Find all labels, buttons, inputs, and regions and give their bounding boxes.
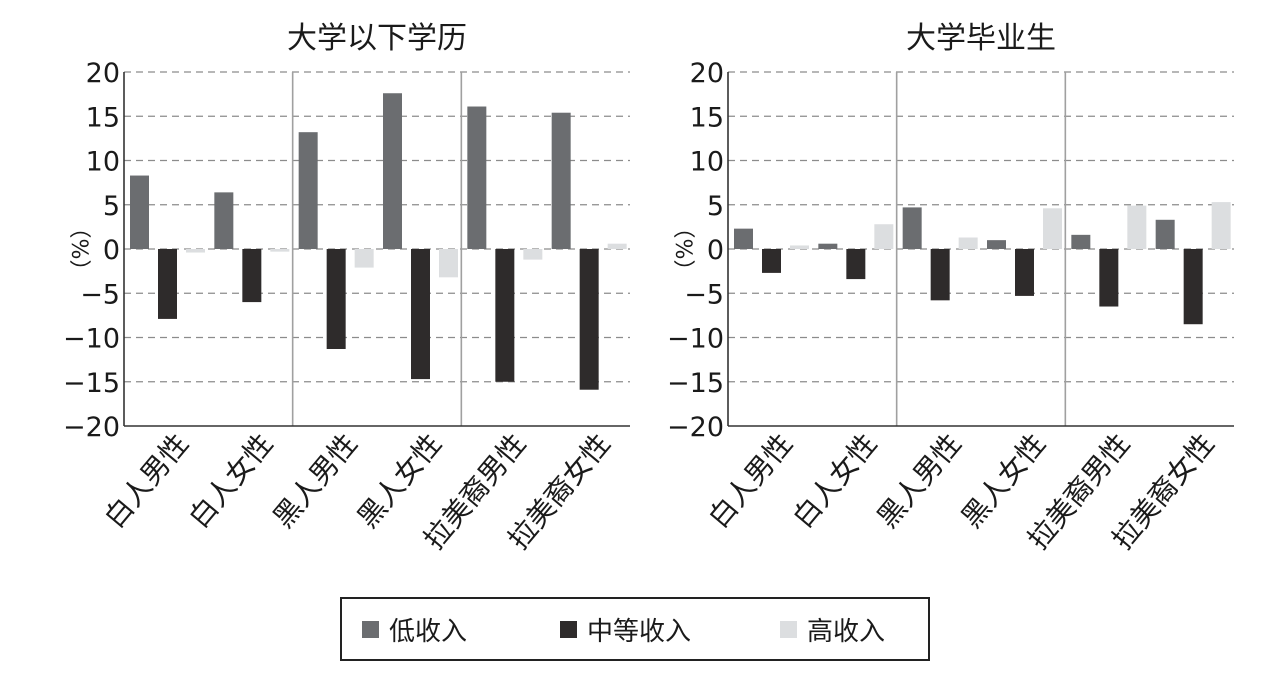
right-panel-bar xyxy=(1043,208,1062,249)
right-panel-category-label: 黑人男性 xyxy=(871,427,968,534)
right-panel-bar xyxy=(1099,249,1119,307)
left-panel-bar xyxy=(186,249,205,253)
right-panel-category-label: 白人男性 xyxy=(702,427,799,534)
left-panel-ytick-label: 0 xyxy=(103,235,120,266)
right-panel-bar xyxy=(790,245,809,249)
right-panel-bar xyxy=(902,207,922,249)
right-panel-ytick-label: 20 xyxy=(690,58,724,89)
left-panel: 大学以下学历 20 15 10 5 0 −5 −10 −15 −20 （%） 白人男性白人女性黑人男性… xyxy=(63,21,630,556)
left-panel-bar xyxy=(467,106,487,249)
legend: 低收入 中等收入 高收入 xyxy=(340,597,930,661)
left-panel-bar xyxy=(242,249,262,303)
left-panel-bar xyxy=(607,243,627,249)
left-panel-ylabel: （%） xyxy=(66,217,91,282)
right-panel: 大学毕业生20151050−5−10−15−20（%）白人男性白人女性黑人男性黑… xyxy=(667,21,1234,556)
right-panel-bar xyxy=(1183,249,1203,325)
legend-swatch-middle xyxy=(560,620,577,638)
left-panel-bar xyxy=(523,249,543,260)
right-panel-bar xyxy=(987,240,1006,249)
right-panel-ytick-label: 0 xyxy=(707,235,724,266)
legend-label-middle: 中等收入 xyxy=(587,616,692,647)
right-panel-ylabel: （%） xyxy=(670,217,695,282)
right-panel-bar xyxy=(846,249,866,280)
left-panel-ytick-label: 15 xyxy=(86,102,120,133)
right-panel-bar xyxy=(1155,219,1175,249)
chart-canvas: 大学以下学历20151050−5−10−15−20（%）白人男性白人女性黑人男性… xyxy=(63,21,1234,556)
left-panel-category-label: 白人女性 xyxy=(182,427,279,534)
right-panel-ytick-label: 10 xyxy=(690,147,724,178)
right-panel-bar xyxy=(874,224,894,249)
left-panel-ytick-label: −10 xyxy=(63,324,120,355)
left-panel-bar xyxy=(579,249,599,390)
left-panel-bar xyxy=(495,249,515,382)
legend-item-middle: 中等收入 xyxy=(560,599,691,659)
left-panel-bar xyxy=(214,192,234,249)
left-panel-bar xyxy=(551,112,571,250)
right-panel-bar xyxy=(734,228,753,249)
left-panel-category-label: 黑人男性 xyxy=(267,427,364,534)
legend-item-high: 高收入 xyxy=(780,599,885,659)
legend-label-low: 低收入 xyxy=(389,616,468,647)
right-panel-bar xyxy=(1127,205,1147,249)
left-panel-title: 大学以下学历 xyxy=(287,21,467,56)
left-panel-ytick-label: 20 xyxy=(86,58,120,89)
left-panel-bar xyxy=(158,249,177,319)
right-panel-bar xyxy=(1071,234,1091,249)
right-panel-title: 大学毕业生 xyxy=(906,21,1056,56)
left-panel-bar xyxy=(354,249,374,268)
right-panel-bar xyxy=(818,243,838,249)
legend-swatch-low xyxy=(362,620,379,638)
right-panel-category-label: 白人女性 xyxy=(786,427,883,534)
left-panel-ytick-label: −5 xyxy=(80,279,120,310)
left-panel-ytick-label: 10 xyxy=(86,147,120,178)
left-panel-category-label: 白人男性 xyxy=(98,427,195,534)
right-panel-ytick-label: −15 xyxy=(667,368,724,399)
left-panel-bar xyxy=(383,93,402,250)
right-panel-bar xyxy=(1015,249,1034,296)
left-panel-ytick-label: 5 xyxy=(103,191,120,222)
right-panel-bar xyxy=(930,249,950,301)
left-panel-bar xyxy=(439,249,458,278)
right-panel-ytick-label: −10 xyxy=(667,324,724,355)
legend-label-high: 高收入 xyxy=(807,616,886,647)
legend-swatch-high xyxy=(780,620,797,638)
left-panel-bar xyxy=(270,249,290,252)
left-panel-bar xyxy=(411,249,430,380)
right-panel-ytick-label: −5 xyxy=(684,279,724,310)
legend-item-low: 低收入 xyxy=(362,599,467,659)
right-panel-ytick-label: −20 xyxy=(667,412,724,443)
left-panel-bar xyxy=(298,132,318,249)
right-panel-ytick-label: 15 xyxy=(690,102,724,133)
left-panel-bar xyxy=(130,175,149,249)
left-panel-bar xyxy=(326,249,346,350)
right-panel-ytick-label: 5 xyxy=(707,191,724,222)
right-panel-bar xyxy=(1211,202,1231,249)
left-panel-ytick-label: −15 xyxy=(63,368,120,399)
right-panel-bar xyxy=(762,249,781,273)
left-panel-ytick-label: −20 xyxy=(63,412,120,443)
right-panel-bar xyxy=(958,237,978,249)
